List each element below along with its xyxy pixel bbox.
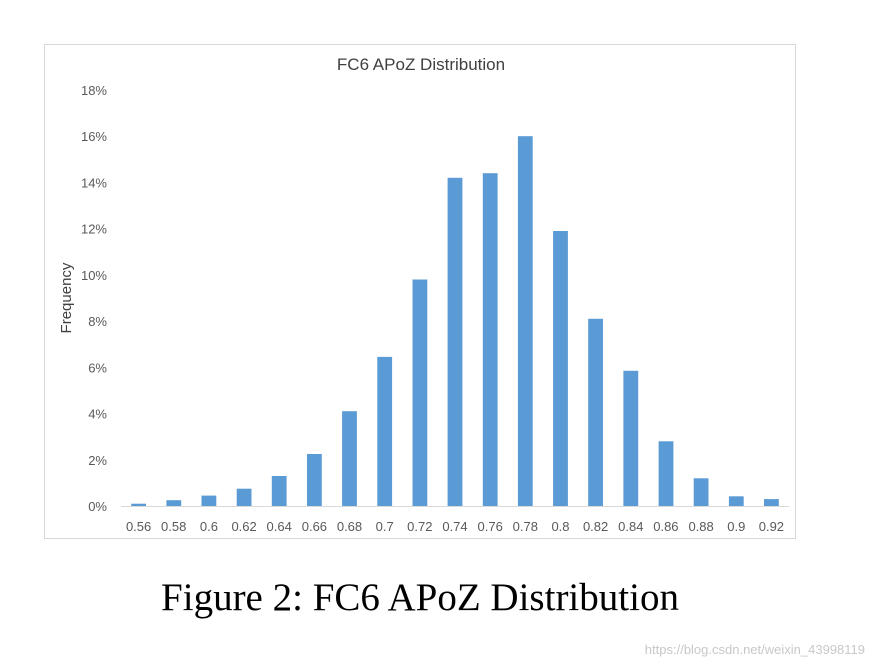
y-tick-label: 4%	[88, 407, 107, 422]
x-tick-label: 0.9	[727, 519, 745, 534]
figure-caption: Figure 2: FC6 APoZ Distribution	[161, 576, 679, 619]
bar-0.66	[307, 454, 322, 506]
x-tick-label: 0.7	[376, 519, 394, 534]
x-tick-label: 0.86	[653, 519, 678, 534]
bar-0.9	[728, 496, 744, 506]
bar-0.86	[658, 441, 674, 506]
x-tick-label: 0.58	[161, 519, 186, 534]
bar-group	[131, 136, 779, 507]
x-tick-label: 0.62	[231, 519, 256, 534]
y-axis-label: Frequency	[58, 262, 75, 333]
bar-0.74	[447, 177, 463, 507]
bar-0.64	[271, 476, 287, 506]
bar-0.84	[623, 370, 639, 506]
x-tick-label: 0.66	[302, 519, 327, 534]
x-tick-label: 0.6	[200, 519, 218, 534]
y-tick-group: 0% 2% 4% 6% 8% 10% 12% 14% 16% 18%	[81, 83, 107, 514]
bar-0.6	[201, 495, 217, 506]
x-tick-label: 0.74	[442, 519, 467, 534]
bar-0.92	[764, 499, 779, 506]
bar-0.72	[412, 279, 428, 506]
bar-0.7	[377, 356, 393, 506]
y-tick-label: 0%	[88, 499, 107, 514]
y-tick-label: 12%	[81, 222, 107, 237]
bar-0.88	[693, 478, 709, 506]
chart-svg: FC6 APoZ Distribution Frequency 0% 2% 4% 6%…	[58, 55, 789, 534]
x-tick-group: 0.56 0.58 0.6 0.62 0.64 0.66 0.68 0.7 0.72 0.74 0.…	[126, 519, 784, 534]
x-tick-label: 0.64	[267, 519, 292, 534]
y-tick-label: 18%	[81, 83, 107, 98]
bar-0.8	[553, 231, 568, 506]
bar-0.58	[166, 500, 182, 506]
y-tick-label: 16%	[81, 129, 107, 144]
y-tick-label: 8%	[88, 314, 107, 329]
x-tick-label: 0.56	[126, 519, 151, 534]
bar-0.56	[131, 503, 146, 506]
bar-0.68	[342, 411, 357, 506]
bar-0.76	[482, 173, 498, 506]
y-tick-label: 6%	[88, 360, 107, 375]
x-tick-label: 0.78	[513, 519, 538, 534]
x-tick-label: 0.82	[583, 519, 608, 534]
y-tick-label: 14%	[81, 175, 107, 190]
bar-0.62	[236, 488, 252, 506]
x-tick-label: 0.76	[478, 519, 503, 534]
x-tick-label: 0.92	[759, 519, 784, 534]
x-tick-label: 0.72	[407, 519, 432, 534]
x-tick-label: 0.8	[551, 519, 569, 534]
bar-0.78	[517, 136, 533, 506]
chart-frame: FC6 APoZ Distribution Frequency 0% 2% 4% 6%…	[44, 44, 796, 539]
chart-title: FC6 APoZ Distribution	[337, 55, 505, 74]
y-tick-label: 2%	[88, 453, 107, 468]
bar-0.82	[588, 318, 603, 506]
x-tick-label: 0.88	[688, 519, 713, 534]
x-tick-label: 0.84	[618, 519, 643, 534]
watermark: https://blog.csdn.net/weixin_43998119	[644, 642, 865, 657]
y-tick-label: 10%	[81, 268, 107, 283]
x-tick-label: 0.68	[337, 519, 362, 534]
